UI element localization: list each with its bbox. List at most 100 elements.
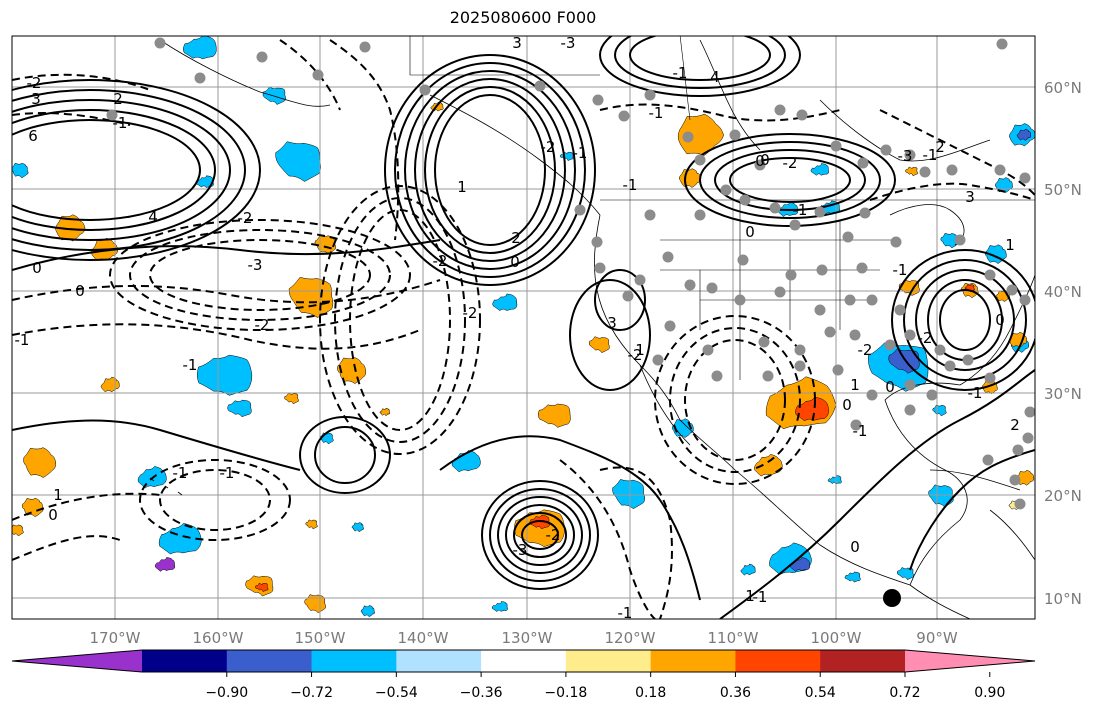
positive-contour xyxy=(629,36,771,81)
positive-contour xyxy=(299,416,391,494)
anomaly-region xyxy=(351,522,364,533)
contour-label: 3 xyxy=(607,314,617,332)
station-dot xyxy=(634,274,646,286)
negative-contour xyxy=(319,185,481,455)
anomaly-region xyxy=(379,407,391,417)
station-dot xyxy=(592,94,604,106)
colorbar-tick-label: −0.54 xyxy=(375,685,418,701)
positive-contour xyxy=(12,89,246,251)
station-dot xyxy=(1012,444,1024,456)
map-frame xyxy=(11,35,1036,620)
station-dot xyxy=(954,234,966,246)
colorbar-tick-label: 0.54 xyxy=(805,685,836,701)
negative-contour xyxy=(334,197,466,443)
anomaly-region xyxy=(588,336,610,354)
anomaly-region xyxy=(254,582,269,592)
contour-label: 1 xyxy=(1005,236,1015,254)
negative-contour xyxy=(869,182,1035,201)
station-dot xyxy=(842,231,854,243)
contour-label: 0 xyxy=(850,538,860,556)
station-dot xyxy=(946,164,958,176)
station-dot xyxy=(769,202,781,214)
station-dot xyxy=(830,140,842,152)
contour-label: -1 xyxy=(753,588,768,606)
contour-label: 3 xyxy=(31,90,41,108)
contour-label: -1 xyxy=(618,604,633,622)
station-dot xyxy=(794,360,806,372)
contour-label: 0 xyxy=(745,223,755,241)
station-dot xyxy=(662,251,674,263)
colorbar xyxy=(11,649,1036,673)
station-dot xyxy=(880,144,892,156)
contour-label: -2 xyxy=(27,74,42,92)
negative-contour xyxy=(12,535,121,561)
contour-label: -3 xyxy=(561,34,576,52)
positive-contour xyxy=(424,86,556,254)
negative-contour xyxy=(109,219,411,331)
contour-label: -2 xyxy=(918,329,933,347)
negative-contour xyxy=(599,103,841,122)
station-dot xyxy=(644,209,656,221)
contour-label: 2 xyxy=(511,229,521,247)
colorbar-segment xyxy=(565,650,652,672)
positive-contour xyxy=(714,149,866,211)
contour-label: -1 xyxy=(220,464,235,482)
contour-label: 0 xyxy=(755,152,765,170)
station-dot xyxy=(904,379,916,391)
contour-label: -1 xyxy=(893,261,908,279)
negative-contour xyxy=(599,466,673,619)
storm-center-marker xyxy=(883,589,901,607)
anomaly-region xyxy=(844,571,861,583)
anomaly-region xyxy=(754,454,783,477)
positive-contour xyxy=(12,109,216,231)
station-dot xyxy=(814,206,826,218)
station-dot xyxy=(106,109,118,121)
colorbar-extend-high xyxy=(905,650,1035,672)
contour-label: -2 xyxy=(255,316,270,334)
anomaly-region xyxy=(227,399,252,418)
positive-contour xyxy=(915,269,1015,371)
positive-contour xyxy=(891,249,1035,391)
station-dot xyxy=(594,262,606,274)
negative-contour xyxy=(12,323,421,350)
positive-contour xyxy=(434,94,546,246)
station-dot xyxy=(866,389,878,401)
anomaly-region xyxy=(451,450,481,473)
station-dot xyxy=(994,164,1006,176)
positive-contour xyxy=(12,99,231,241)
contour-label: -1 xyxy=(968,384,983,402)
anomaly-region xyxy=(305,519,318,530)
negative-contour xyxy=(149,239,371,311)
longitude-label: 140°W xyxy=(398,629,449,647)
station-dot xyxy=(984,372,996,384)
station-dot xyxy=(739,194,751,206)
station-dot xyxy=(774,104,786,116)
contour-label: 1 xyxy=(53,486,63,504)
negative-contour xyxy=(12,112,131,126)
station-dot xyxy=(982,454,994,466)
latitude-labels: 60°N 50°N 40°N 30°N 20°N 10°N xyxy=(1044,79,1082,608)
colorbar-ticks: −0.90 −0.72 −0.54 −0.36 −0.18 0.18 0.36 0.54 0.7… xyxy=(205,672,1005,701)
negative-contour xyxy=(12,73,151,91)
station-dot xyxy=(796,109,808,121)
positive-contour xyxy=(614,36,786,89)
station-dot xyxy=(1006,284,1018,296)
contour-label: 0 xyxy=(48,506,58,524)
station-dot xyxy=(762,370,774,382)
latitude-label: 60°N xyxy=(1044,79,1082,97)
contour-label: 3 xyxy=(965,188,975,206)
anomaly-region xyxy=(154,557,176,572)
negative-contour xyxy=(12,492,161,521)
anomaly-region xyxy=(23,447,57,478)
anomaly-region xyxy=(21,497,44,518)
contour-label: -2 xyxy=(463,304,478,322)
contour-label: -1 xyxy=(623,176,638,194)
contour-label: -3 xyxy=(898,147,913,165)
positive-contour xyxy=(903,259,1027,381)
station-dot xyxy=(850,419,862,431)
contour-label: -2 xyxy=(783,154,798,172)
positive-contour xyxy=(439,435,701,601)
negative-contour xyxy=(159,469,271,531)
coastlines xyxy=(149,36,1035,619)
